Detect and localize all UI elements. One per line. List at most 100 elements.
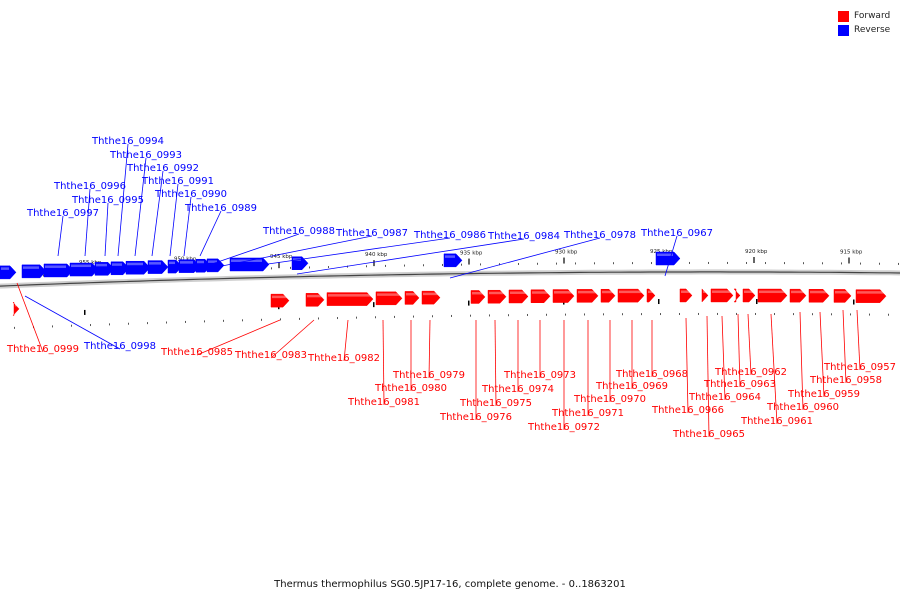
forward-gene-arrow-shine — [759, 290, 786, 294]
minor-tick — [356, 316, 357, 319]
gene-label-ththe16-0965: Ththe16_0965 — [672, 429, 745, 440]
minor-tick — [404, 264, 405, 267]
forward-gene-arrow-shine — [619, 290, 643, 294]
gene-label-ththe16-0993: Ththe16_0993 — [109, 150, 182, 161]
gene-leader — [221, 235, 373, 267]
gene-label-ththe16-0997: Ththe16_0997 — [26, 208, 99, 219]
reverse-gene-arrow-shine — [657, 253, 673, 257]
minor-tick — [347, 265, 348, 268]
gene-label-ththe16-0960: Ththe16_0960 — [766, 402, 839, 413]
gene-label-ththe16-0998: Ththe16_0998 — [83, 341, 156, 352]
forward-gene-arrow — [508, 289, 529, 304]
forward-gene-arrow-shine — [602, 290, 614, 294]
gene-label-ththe16-0989: Ththe16_0989 — [184, 203, 257, 214]
gene-leader — [770, 313, 778, 425]
minor-tick — [375, 316, 376, 319]
minor-tick — [14, 326, 15, 329]
minor-tick — [831, 313, 832, 316]
forward-gene-arrow-shine — [510, 291, 527, 294]
forward-gene-arrow — [701, 288, 709, 303]
gene-leader — [84, 188, 91, 257]
gene-leader — [196, 319, 281, 356]
minor-tick — [784, 262, 785, 265]
gene-leader — [211, 233, 300, 265]
forward-gene-arrow — [404, 291, 420, 305]
forward-gene-arrow-shine — [307, 294, 323, 298]
gene-label-ththe16-0974: Ththe16_0974 — [481, 384, 554, 395]
forward-gene-arrow-shine — [648, 290, 654, 294]
gene-label-ththe16-0967: Ththe16_0967 — [640, 228, 713, 239]
minor-tick — [309, 266, 310, 269]
forward-gene-arrow-shine — [489, 291, 505, 295]
gene-label-ththe16-0972: Ththe16_0972 — [527, 422, 600, 433]
minor-tick — [90, 324, 91, 327]
gene-label-ththe16-0978: Ththe16_0978 — [563, 230, 636, 241]
minor-tick — [537, 262, 538, 265]
forward-gene-arrow — [487, 289, 507, 304]
minor-tick — [594, 262, 595, 265]
forward-gene-arrow — [552, 289, 575, 303]
minor-tick — [394, 315, 395, 318]
legend-reverse: Reverse — [838, 23, 890, 37]
forward-gene-arrow-shine — [423, 292, 439, 296]
reverse-gene-arrow-shine — [169, 261, 175, 265]
genome-caption: Thermus thermophilus SG0.5JP17-16, compl… — [274, 579, 626, 590]
reverse-swatch — [838, 24, 849, 36]
gene-label-ththe16-0975: Ththe16_0975 — [459, 398, 532, 409]
minor-tick — [242, 319, 243, 322]
forward-gene-arrow-shine — [810, 290, 828, 294]
gene-leader — [169, 183, 179, 257]
reverse-gene-arrow-shine — [23, 266, 39, 269]
backbone-line — [0, 271, 900, 287]
lower-tick — [658, 299, 660, 305]
minor-tick — [43, 274, 44, 277]
forward-gene-arrow — [470, 290, 486, 304]
forward-gene-arrow — [833, 289, 852, 303]
minor-tick — [280, 318, 281, 321]
minor-tick — [812, 313, 813, 316]
minor-tick — [470, 314, 471, 317]
forward-gene-arrow — [600, 288, 616, 303]
reverse-gene-arrow — [206, 258, 225, 273]
gene-leader — [296, 238, 525, 275]
gene-label-ththe16-0985: Ththe16_0985 — [160, 347, 233, 358]
forward-gene-arrow-shine — [703, 290, 707, 293]
gene-label-ththe16-0961: Ththe16_0961 — [740, 416, 813, 427]
reverse-gene-arrow — [0, 265, 17, 280]
minor-tick — [527, 313, 528, 316]
gene-label-ththe16-0973: Ththe16_0973 — [503, 370, 576, 381]
minor-tick — [584, 313, 585, 316]
gene-leader — [494, 319, 497, 407]
gene-label-ththe16-0996: Ththe16_0996 — [53, 181, 126, 192]
scale-label: 940 kbp — [365, 252, 388, 258]
minor-tick — [499, 263, 500, 266]
gene-label-ththe16-0991: Ththe16_0991 — [141, 176, 214, 187]
gene-label-ththe16-0968: Ththe16_0968 — [615, 369, 688, 380]
minor-tick — [518, 262, 519, 265]
minor-tick — [803, 262, 804, 265]
legend-forward-label: Forward — [854, 11, 891, 21]
minor-tick — [755, 312, 756, 315]
forward-gene-arrow-shine — [15, 303, 18, 307]
minor-tick — [793, 313, 794, 316]
reverse-gene-arrow — [21, 264, 47, 279]
forward-gene-arrow — [679, 288, 693, 303]
gene-label-ththe16-0994: Ththe16_0994 — [91, 136, 164, 147]
forward-swatch — [838, 10, 849, 22]
minor-tick — [651, 262, 652, 265]
minor-tick — [318, 317, 319, 320]
gene-label-ththe16-0958: Ththe16_0958 — [809, 375, 882, 386]
forward-gene-arrow — [789, 288, 807, 303]
gene-leader — [856, 309, 861, 371]
gene-label-ththe16-0969: Ththe16_0969 — [595, 381, 668, 392]
minor-tick — [328, 266, 329, 269]
minor-tick — [52, 325, 53, 328]
gene-label-ththe16-0957: Ththe16_0957 — [823, 362, 896, 373]
gene-label-ththe16-0988: Ththe16_0988 — [262, 226, 335, 237]
minor-tick — [480, 263, 481, 266]
minor-tick — [727, 261, 728, 264]
reverse-gene-arrow — [147, 260, 169, 274]
forward-gene-arrow-shine — [791, 290, 805, 294]
minor-tick — [461, 263, 462, 266]
gene-leader — [685, 317, 689, 414]
